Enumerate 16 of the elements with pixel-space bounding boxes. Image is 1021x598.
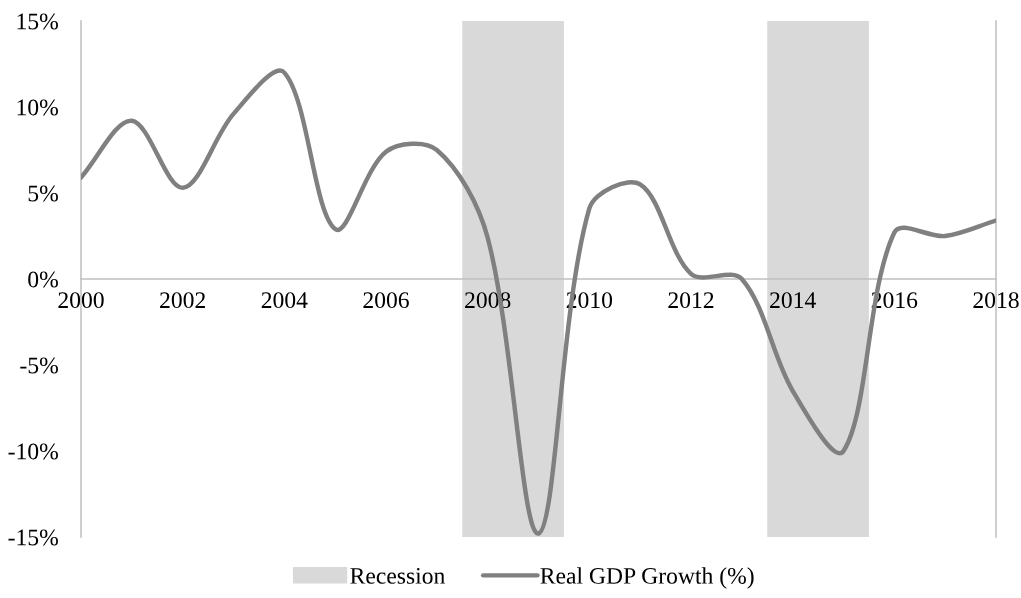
y-tick-label: -10% xyxy=(8,443,58,460)
x-tick-label: 2000 xyxy=(58,292,104,309)
y-tick-label: 15% xyxy=(17,13,58,30)
y-tick-label: -5% xyxy=(20,357,58,374)
y-tick-label: 0% xyxy=(28,271,58,288)
legend-label: Real GDP Growth (%) xyxy=(540,567,754,589)
y-tick-label: 10% xyxy=(17,99,58,116)
x-tick-label: 2018 xyxy=(973,292,1019,309)
y-tick-label: 5% xyxy=(28,185,58,202)
x-tick-label: 2002 xyxy=(160,292,205,309)
x-tick-label: 2014 xyxy=(770,292,816,309)
x-tick-label: 2004 xyxy=(261,292,308,309)
legend-label: Recession xyxy=(350,567,445,584)
x-tick-label: 2012 xyxy=(668,292,714,309)
x-tick-label: 2006 xyxy=(363,292,409,309)
y-tick-label: -15% xyxy=(8,529,58,546)
